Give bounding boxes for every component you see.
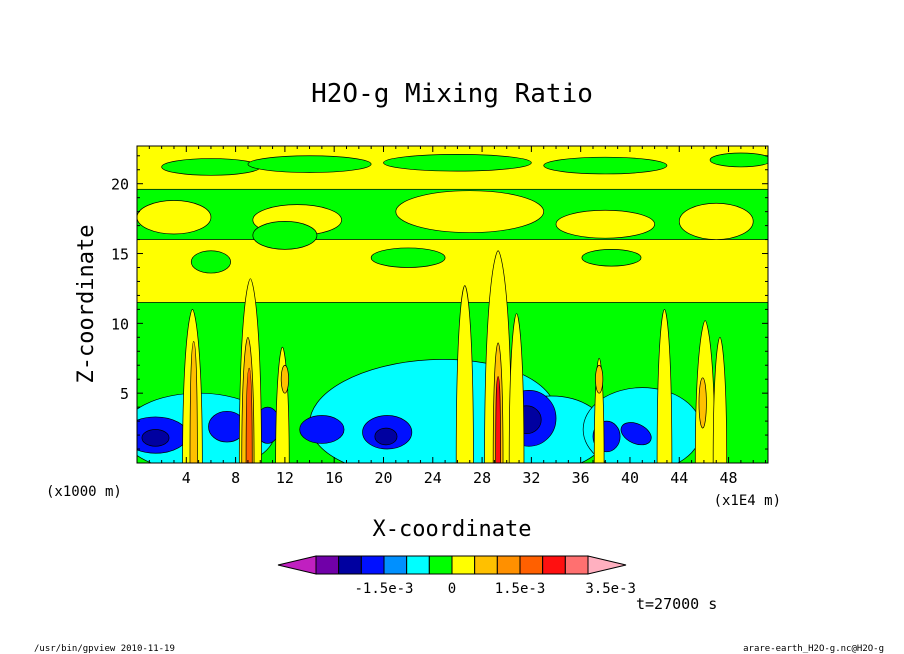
- x-tick-label: 8: [231, 469, 240, 487]
- colorbar-label: 1.5e-3: [495, 581, 546, 597]
- colorbar-high-arrow: [587, 555, 627, 575]
- x-axis-label: X-coordinate: [373, 517, 532, 542]
- y-axis-label: Z-coordinate: [74, 225, 99, 384]
- plot-frame: [136, 145, 769, 464]
- contour-region: [581, 248, 642, 267]
- contour-region: [555, 209, 655, 239]
- colorbar-segment: [496, 555, 521, 575]
- y-axis: 5 10 15 20: [111, 155, 768, 450]
- x-tick-label: 16: [325, 469, 343, 487]
- contour-region: [495, 376, 501, 463]
- contour-region: [455, 285, 474, 463]
- x-tick-label: 32: [522, 469, 540, 487]
- contour-region: [299, 415, 345, 444]
- contour-region: [161, 158, 261, 176]
- plot-area: [137, 146, 768, 463]
- y-tick-label: 10: [111, 315, 129, 333]
- colorbar-low-arrow: [277, 555, 317, 575]
- y-tick-label: 5: [120, 385, 129, 403]
- contour-region: [190, 250, 232, 274]
- x-unit-label: (x1E4 m): [714, 493, 781, 509]
- colorbar-segment: [542, 555, 566, 575]
- x-tick-label: 40: [621, 469, 639, 487]
- contour-region: [709, 152, 768, 168]
- contour-region: [245, 367, 253, 463]
- contour-region: [656, 309, 673, 463]
- colorbar-label: 0: [448, 581, 456, 597]
- contour-region: [247, 155, 372, 173]
- contour-region: [383, 154, 532, 172]
- y-tick-label: 20: [111, 176, 129, 194]
- contour-region: [508, 313, 525, 463]
- colorbar-segment: [474, 555, 498, 575]
- contour-region: [141, 429, 170, 447]
- colorbar-segment: [360, 555, 385, 575]
- contour-region: [395, 190, 545, 233]
- contour-region: [137, 200, 212, 235]
- colorbar-segment: [451, 555, 476, 575]
- contour-region: [280, 364, 289, 394]
- colorbar-segment: [564, 555, 589, 575]
- contour-region: [370, 247, 446, 268]
- colorbar-segment: [383, 555, 408, 575]
- x-tick-label: 12: [276, 469, 294, 487]
- contour-region: [712, 336, 728, 463]
- y-unit-label: (x1000 m): [46, 484, 122, 500]
- colorbar-label: 3.5e-3: [585, 581, 636, 597]
- colorbar-label: -1.5e-3: [354, 581, 413, 597]
- contour-region: [137, 239, 768, 303]
- contour-region: [698, 377, 707, 429]
- colorbar-segment: [519, 555, 544, 575]
- contour-region: [595, 364, 604, 394]
- x-tick-label: 28: [473, 469, 491, 487]
- colorbar-segment: [315, 555, 340, 575]
- contour-field: [137, 146, 768, 463]
- chart-title: H2O-g Mixing Ratio: [311, 79, 593, 109]
- x-tick-label: 36: [572, 469, 590, 487]
- colorbar-segment: [338, 555, 362, 575]
- x-tick-label: 24: [424, 469, 442, 487]
- x-tick-label: 4: [182, 469, 191, 487]
- x-axis: 4 8 12 16 20 24 28 32 36 40 44 48: [148, 146, 767, 487]
- time-annotation: t=27000 s: [636, 595, 717, 613]
- x-tick-label: 48: [720, 469, 738, 487]
- contour-region: [374, 427, 398, 446]
- contour-region: [189, 341, 198, 463]
- contour-region: [620, 422, 652, 446]
- colorbar-segment: [406, 555, 430, 575]
- x-tick-label: 44: [670, 469, 688, 487]
- colorbar: -1.5e-3 0 1.5e-3 3.5e-3: [277, 555, 636, 597]
- contour-region: [252, 221, 318, 250]
- x-tick-label: 20: [374, 469, 392, 487]
- contour-region: [543, 156, 668, 175]
- y-tick-label: 15: [111, 246, 129, 264]
- contour-region: [678, 202, 754, 240]
- colorbar-segment: [428, 555, 453, 575]
- footer-right: arare-earth_H2O-g.nc@H2O-g: [743, 644, 884, 654]
- footer-left: /usr/bin/gpview 2010-11-19: [34, 644, 175, 654]
